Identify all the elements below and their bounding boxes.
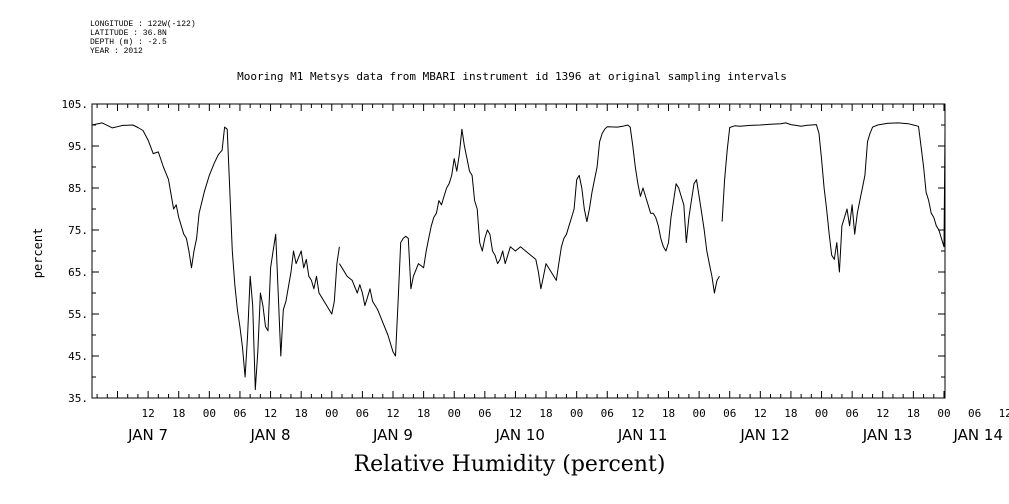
x-hour-tick-label: 18 [295, 407, 308, 420]
x-hour-tick-label: 12 [509, 407, 522, 420]
x-hour-tick-label: 12 [754, 407, 767, 420]
depth-label: DEPTH (m) : -2.5 [90, 38, 167, 47]
x-date-label: JAN 7 [127, 426, 168, 444]
x-hour-tick-label: 18 [907, 407, 920, 420]
latitude-label: LATITUDE : 36.8N [90, 29, 167, 38]
humidity-line-segment [721, 122, 946, 273]
x-date-label: JAN 14 [953, 426, 1004, 444]
year-label: YEAR : 2012 [90, 47, 143, 56]
y-tick-label: 35. [68, 392, 88, 405]
x-hour-tick-label: 12 [876, 407, 889, 420]
x-axis-ticks: 12 18 00 06 12 18 00 06 12 18 00 06 12 18 00 06 12 18 00 06… [96, 104, 1009, 444]
y-tick-label: 45. [68, 350, 88, 363]
humidity-line-segment [91, 122, 340, 391]
x-hour-tick-label: 06 [478, 407, 491, 420]
x-hour-tick-label: 06 [968, 407, 981, 420]
y-tick-label: 85. [68, 182, 88, 195]
x-hour-tick-label: 18 [539, 407, 552, 420]
y-tick-label: 75. [68, 224, 88, 237]
humidity-series [91, 122, 946, 391]
x-hour-tick-label: 00 [325, 407, 338, 420]
humidity-line-segment [338, 124, 720, 357]
x-hour-tick-label: 00 [815, 407, 828, 420]
x-hour-tick-label: 12 [386, 407, 399, 420]
x-hour-tick-label: 06 [601, 407, 614, 420]
x-date-label: JAN 12 [739, 426, 790, 444]
x-hour-tick-label: 00 [448, 407, 461, 420]
x-hour-tick-label: 18 [784, 407, 797, 420]
x-hour-tick-label: 12 [264, 407, 277, 420]
x-hour-tick-label: 06 [233, 407, 246, 420]
x-hour-tick-label: 18 [172, 407, 185, 420]
x-date-label: JAN 10 [494, 426, 544, 444]
x-hour-tick-label: 12 [999, 407, 1009, 420]
chart-title: Mooring M1 Metsys data from MBARI instru… [237, 70, 787, 83]
x-hour-tick-label: 18 [417, 407, 430, 420]
y-axis-ticks: 35. 45. 55. 65. 75. 85. 95. 105. [62, 98, 945, 405]
x-date-label: JAN 13 [862, 426, 913, 444]
x-hour-tick-label: 00 [692, 407, 705, 420]
x-hour-tick-label: 18 [662, 407, 675, 420]
y-tick-label: 55. [68, 308, 88, 321]
x-hour-tick-label: 12 [141, 407, 154, 420]
x-date-label: JAN 11 [617, 426, 668, 444]
x-date-label: JAN 9 [372, 426, 413, 444]
x-hour-tick-label: 00 [937, 407, 950, 420]
y-tick-label: 95. [68, 140, 88, 153]
y-tick-label: 105. [62, 98, 89, 111]
x-axis-label: Relative Humidity (percent) [353, 452, 666, 477]
x-hour-tick-label: 00 [570, 407, 583, 420]
x-hour-tick-label: 06 [356, 407, 369, 420]
x-hour-tick-label: 06 [846, 407, 859, 420]
x-hour-tick-label: 12 [631, 407, 644, 420]
x-hour-tick-label: 00 [203, 407, 216, 420]
y-axis-label: percent [31, 228, 45, 279]
mooring-metadata: LONGITUDE : 122W(-122) LATITUDE : 36.8N … [90, 20, 196, 56]
longitude-label: LONGITUDE : 122W(-122) [90, 20, 196, 29]
x-date-label: JAN 8 [250, 426, 291, 444]
plot-frame [91, 103, 946, 399]
y-tick-label: 65. [68, 266, 88, 279]
x-hour-tick-label: 06 [723, 407, 736, 420]
